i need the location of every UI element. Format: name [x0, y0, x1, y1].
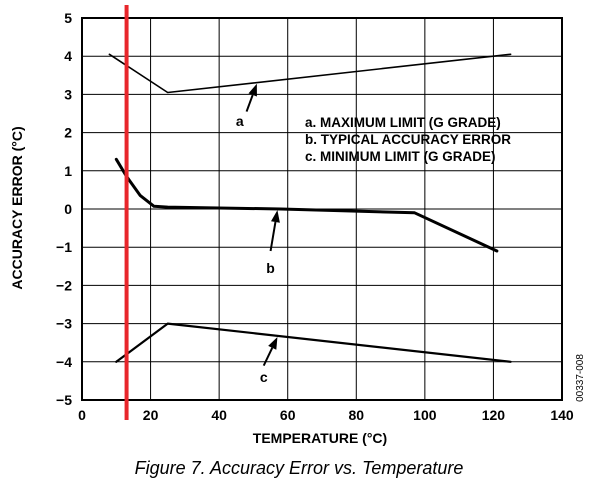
x-tick-label: 20	[143, 407, 159, 423]
y-tick-labels: 5 4 3 2 1 0 −1 −2 −3 −4 −5	[56, 10, 72, 408]
x-tick-label: 60	[280, 407, 296, 423]
callout-c-arrow-shaft	[262, 347, 274, 367]
callout-a-label: a	[236, 113, 244, 129]
x-tick-label: 100	[413, 407, 437, 423]
callout-b-arrow-head	[271, 210, 280, 223]
x-tick-label: 80	[348, 407, 364, 423]
y-tick-label: 2	[64, 125, 72, 141]
callout-b-arrow-shaft	[269, 221, 277, 252]
y-tick-label: −4	[56, 354, 72, 370]
callout-a-arrow-head	[248, 83, 257, 97]
y-tick-label: 1	[64, 163, 72, 179]
series-lines	[108, 53, 512, 363]
y-tick-label: −2	[56, 277, 72, 293]
legend-entry-a: a. MAXIMUM LIMIT (G GRADE)	[305, 115, 501, 130]
x-tick-labels: 0 20 40 60 80 100 120 140	[78, 407, 574, 423]
callout-c-arrow-head	[268, 336, 278, 350]
y-tick-label: 3	[64, 86, 72, 102]
legend-entry-b: b. TYPICAL ACCURACY ERROR	[305, 132, 511, 147]
series-b-line	[114, 157, 499, 253]
callout-c-label: c	[260, 369, 268, 385]
figure-id: 00337-008	[575, 354, 586, 402]
y-tick-label: 4	[64, 48, 72, 64]
legend: a. MAXIMUM LIMIT (G GRADE) b. TYPICAL AC…	[305, 115, 511, 164]
x-axis-title: TEMPERATURE (°C)	[253, 430, 387, 446]
series-a-line	[108, 53, 512, 94]
grid-lines	[82, 18, 562, 400]
legend-entry-c: c. MINIMUM LIMIT (G GRADE)	[305, 149, 495, 164]
callout-a-arrow-shaft	[245, 94, 254, 112]
callout-b-label: b	[266, 260, 275, 276]
x-tick-label: 140	[550, 407, 574, 423]
y-tick-label: 0	[64, 201, 72, 217]
plot-area-frame	[81, 17, 563, 401]
x-tick-label: 0	[78, 407, 86, 423]
y-tick-label: −3	[56, 316, 72, 332]
y-axis-title: ACCURACY ERROR (°C)	[9, 126, 25, 289]
callout-labels: a b c	[236, 113, 275, 385]
y-tick-label: −1	[56, 239, 72, 255]
y-tick-label: 5	[64, 10, 72, 26]
callout-arrows	[245, 83, 280, 367]
series-c-line	[115, 322, 512, 363]
x-tick-label: 120	[482, 407, 506, 423]
figure-caption: Figure 7. Accuracy Error vs. Temperature	[134, 458, 464, 478]
x-tick-label: 40	[211, 407, 227, 423]
y-tick-label: −5	[56, 392, 72, 408]
